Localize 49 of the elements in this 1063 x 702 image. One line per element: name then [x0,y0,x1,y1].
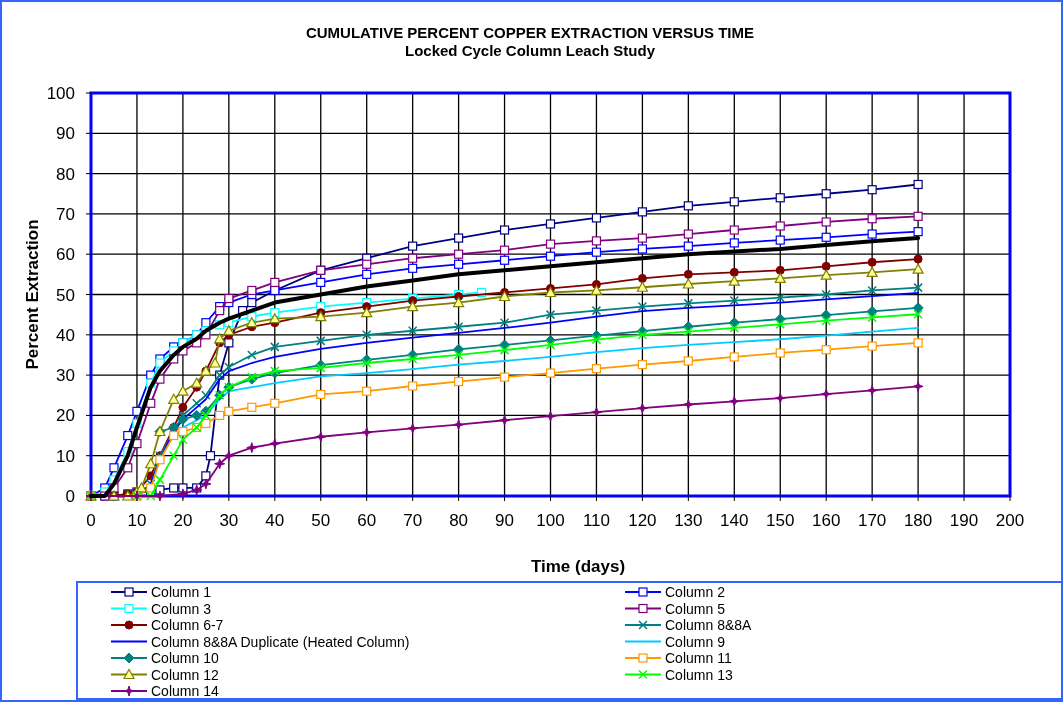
x-tick-label: 80 [449,511,469,530]
legend-label: Column 3 [151,600,212,617]
y-tick-label: 50 [56,285,75,305]
legend-label: Column 8&8A [665,617,753,633]
x-tick-label: 120 [628,511,657,530]
y-tick-label: 90 [56,124,75,144]
x-tick-label: 50 [311,511,331,530]
legend-label: Column 1 [151,584,212,600]
y-tick-label: 70 [56,204,75,224]
x-tick-label: 40 [265,511,285,530]
legend-label: Column 6-7 [151,617,224,633]
x-tick-label: 20 [173,511,193,530]
x-tick-label: 100 [536,511,565,530]
chart-title: CUMULATIVE PERCENT COPPER EXTRACTION VERSUS TIME [305,24,755,41]
x-axis-title: Time (days) [530,557,626,576]
y-tick-label: 40 [56,325,75,345]
x-tick-label: 160 [812,511,841,530]
y-tick-label: 80 [56,164,75,184]
x-tick-label: 0 [86,511,96,530]
x-tick-label: 180 [903,511,933,530]
x-tick-label: 150 [766,511,795,530]
x-tick-label: 30 [219,511,239,530]
x-tick-label: 60 [357,511,377,530]
x-tick-label: 140 [720,511,749,530]
legend-label: Column 13 [665,666,733,683]
y-tick-label: 30 [56,366,75,386]
y-tick-label: 10 [56,446,75,466]
y-tick-label: 60 [56,245,75,265]
legend-label: Column 8&8A Duplicate (Heated Column) [151,633,410,650]
legend-label: Column 12 [151,666,219,683]
y-tick-label: 0 [65,487,75,506]
y-axis-title: Percent Extraction [23,219,42,370]
x-tick-label: 110 [582,511,610,530]
x-tick-label: 170 [857,511,887,530]
y-tick-label: 20 [56,406,75,426]
x-tick-label: 200 [995,511,1025,530]
legend-label: Column 14 [151,683,219,699]
legend-label: Column 11 [665,650,732,666]
legend-label: Column 5 [665,600,726,617]
chart-subtitle: Locked Cycle Column Leach Study [404,42,656,59]
legend-label: Column 10 [151,650,219,666]
legend-label: Column 2 [665,584,726,600]
x-tick-label: 90 [495,511,515,530]
x-tick-label: 130 [674,511,703,530]
x-tick-label: 190 [949,511,979,530]
x-tick-label: 10 [127,511,147,530]
x-tick-label: 70 [403,511,423,530]
y-tick-label: 100 [46,84,75,103]
legend-label: Column 9 [665,633,726,650]
